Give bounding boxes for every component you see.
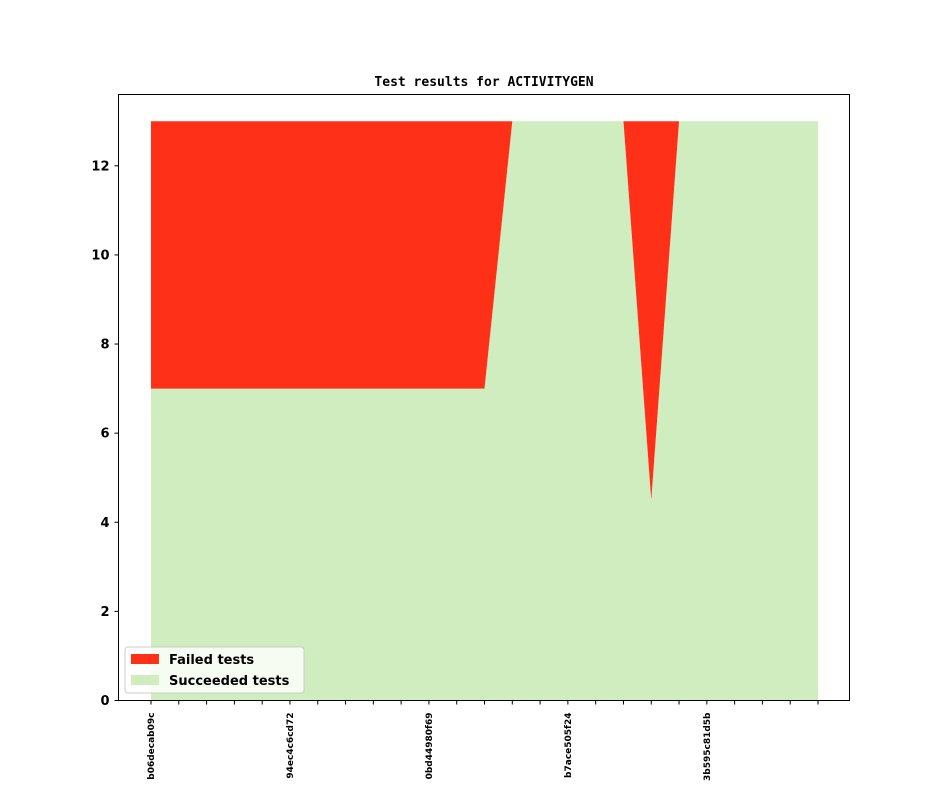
y-tick-label: 12 — [91, 159, 109, 174]
x-axis: b06decab09c 94ec4c6cd72 0bd44980f69 b7ace50… — [147, 700, 819, 781]
x-tick-label: b06decab09c — [147, 713, 157, 780]
chart-title: Test results for ACTIVITYGEN — [374, 75, 593, 90]
y-tick-label: 4 — [100, 516, 109, 531]
legend-swatch-succeeded — [131, 675, 159, 685]
legend-swatch-failed — [131, 654, 159, 664]
legend: Failed tests Succeeded tests — [124, 646, 305, 694]
x-tick-label: b7ace505f24 — [564, 713, 574, 778]
legend-label-succeeded: Succeeded tests — [169, 674, 290, 689]
y-tick-label: 10 — [91, 248, 109, 263]
x-tick-label: 3b595c81d5b — [703, 712, 713, 781]
area-failed-tests — [151, 121, 818, 500]
y-tick-label: 2 — [100, 605, 109, 620]
legend-box — [124, 646, 305, 694]
x-tick-label: 94ec4c6cd72 — [286, 713, 296, 779]
y-tick-label: 0 — [100, 694, 109, 709]
legend-label-failed: Failed tests — [169, 653, 254, 668]
x-tick-label: 0bd44980f69 — [425, 713, 435, 780]
area-succeeded-tests — [151, 121, 818, 701]
y-tick-label: 8 — [100, 338, 109, 353]
y-tick-label: 6 — [100, 427, 109, 442]
y-axis: 0 2 4 6 8 10 12 — [91, 159, 119, 709]
areas — [151, 121, 818, 701]
